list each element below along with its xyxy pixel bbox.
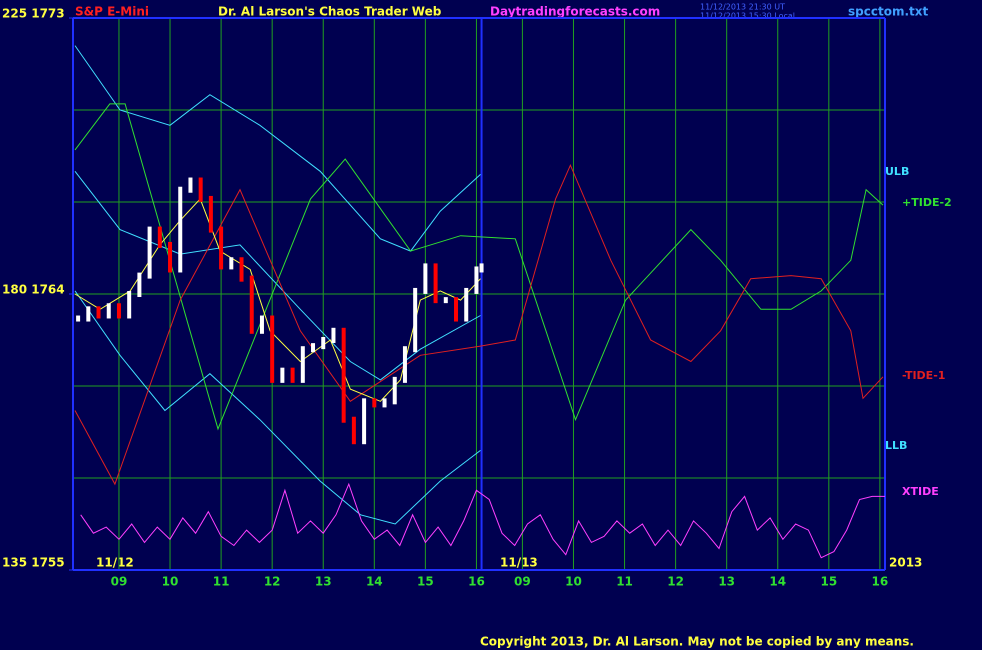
x-tick-label: 14	[769, 575, 786, 589]
x-tick-label: 10	[162, 575, 179, 589]
price-bar	[147, 226, 152, 279]
price-bar	[106, 303, 111, 319]
series-label: LLB	[885, 439, 907, 452]
x-tick-label: 15	[417, 575, 434, 589]
price-bar	[229, 257, 234, 270]
price-bar	[178, 186, 183, 273]
series-line	[74, 170, 481, 381]
x-tick-label: 16	[468, 575, 485, 589]
price-bar	[331, 327, 336, 343]
series-line	[74, 45, 481, 252]
date-label: 11/13	[500, 556, 538, 570]
price-bar	[443, 297, 448, 304]
x-tick-label: 13	[718, 575, 735, 589]
price-bar	[351, 416, 356, 445]
price-bar	[382, 398, 387, 408]
chart-subtitle: S&P E-Mini	[75, 5, 149, 19]
price-bar	[259, 315, 264, 334]
price-bar	[479, 263, 484, 273]
series-label: XTIDE	[902, 485, 939, 498]
price-bar	[413, 287, 418, 353]
price-bar	[341, 327, 346, 423]
price-bar	[372, 398, 377, 408]
price-bar	[280, 367, 285, 383]
series-line	[74, 163, 884, 486]
price-bar	[300, 346, 305, 383]
x-tick-label: 10	[565, 575, 582, 589]
price-bar	[137, 272, 142, 297]
x-tick-label: 14	[366, 575, 383, 589]
price-bar	[402, 346, 407, 383]
x-tick-label: 09	[514, 575, 531, 589]
price-bar	[454, 297, 459, 322]
date-label: 2013	[889, 556, 922, 570]
price-bar	[239, 257, 244, 282]
price-bar	[116, 303, 121, 319]
price-bar	[219, 226, 224, 270]
price-bar	[464, 287, 469, 322]
series-line	[74, 103, 884, 431]
chart-title: Dr. Al Larson's Chaos Trader Web	[218, 5, 442, 19]
y-tick-label: 135 1755	[2, 556, 65, 570]
price-bar	[474, 266, 479, 294]
x-tick-label: 12	[667, 575, 684, 589]
x-tick-label: 13	[315, 575, 332, 589]
timestamp: 11/12/2013 21:30 UT	[700, 3, 785, 12]
price-bar	[423, 263, 428, 294]
price-bar	[362, 398, 367, 445]
price-bar	[96, 306, 101, 319]
x-tick-label: 11	[213, 575, 230, 589]
price-bar	[208, 195, 213, 233]
price-bar	[249, 275, 254, 334]
price-bar	[198, 177, 203, 202]
price-bar	[270, 315, 275, 383]
x-tick-label: 11	[616, 575, 633, 589]
price-bar	[127, 291, 132, 319]
price-bar	[392, 376, 397, 405]
price-bar	[188, 177, 193, 193]
timestamp: 11/12/2013 15:30 Local	[700, 12, 795, 21]
series-label: ULB	[885, 165, 909, 178]
price-bar	[76, 315, 81, 322]
series-line	[74, 290, 481, 525]
x-tick-label: 15	[820, 575, 837, 589]
price-bar	[290, 367, 295, 383]
series-label: -TIDE-1	[902, 369, 945, 382]
series-line	[80, 482, 885, 559]
x-tick-label: 16	[872, 575, 889, 589]
copyright: Copyright 2013, Dr. Al Larson. May not b…	[480, 635, 914, 649]
site-name: Daytradingforecasts.com	[490, 5, 660, 19]
y-tick-label: 225 1773	[2, 7, 65, 21]
series-label: +TIDE-2	[902, 196, 952, 209]
x-tick-label: 12	[264, 575, 281, 589]
price-bar	[433, 263, 438, 304]
x-tick-label: 09	[111, 575, 128, 589]
y-tick-label: 180 1764	[2, 283, 65, 297]
price-bar	[157, 226, 162, 248]
price-bar	[321, 337, 326, 350]
price-bar	[168, 241, 173, 273]
price-bar	[311, 343, 316, 353]
date-label: 11/12	[96, 556, 134, 570]
file-name: spcctom.txt	[848, 5, 928, 19]
price-bar	[86, 306, 91, 322]
series-line	[74, 197, 481, 402]
